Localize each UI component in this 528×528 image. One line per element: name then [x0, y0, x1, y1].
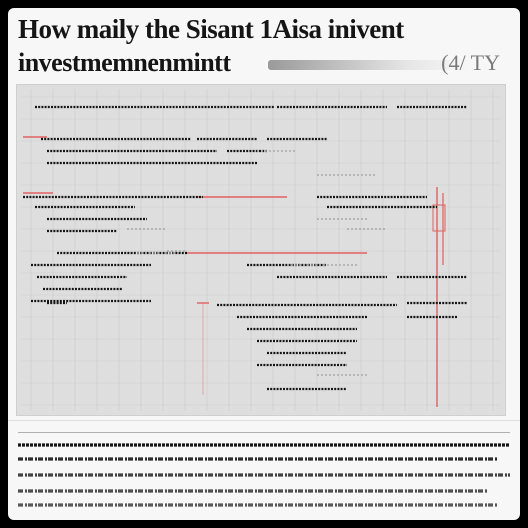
chart-panel	[16, 84, 506, 416]
panel-graphic	[21, 89, 501, 411]
figure-title: How maily the Sisant 1Aisa inivent inves…	[18, 14, 510, 84]
figure-frame: How maily the Sisant 1Aisa inivent inves…	[8, 8, 520, 520]
title-fade-stroke	[268, 60, 468, 70]
illegible-text-block	[18, 432, 510, 515]
red-accent-box	[432, 204, 446, 232]
separator	[8, 420, 520, 421]
title-line-2: investmemnenmintt	[18, 48, 231, 77]
title-suffix: (4/ TY	[441, 50, 500, 75]
title-line-1: How maily the Sisant 1Aisa inivent	[18, 14, 404, 44]
illegible-text-lines	[18, 443, 510, 507]
